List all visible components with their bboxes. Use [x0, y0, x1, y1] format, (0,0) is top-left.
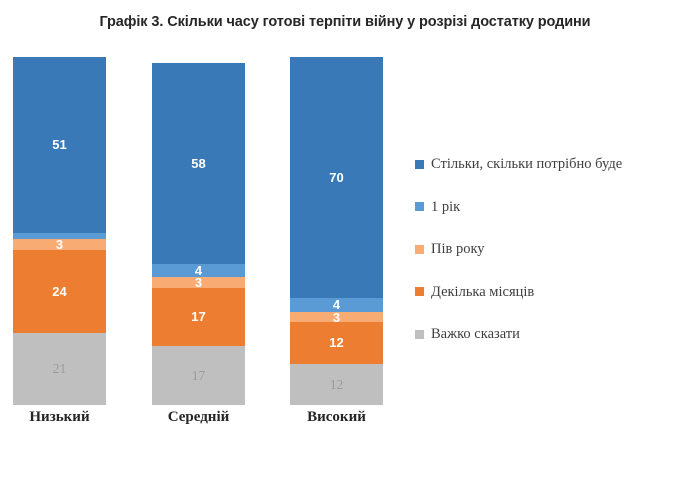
legend-item[interactable]: 1 рік [415, 186, 685, 229]
bar-segment[interactable]: 12 [290, 363, 383, 405]
bar-segment[interactable]: 21 [13, 332, 106, 405]
legend-item-label: Декілька місяців [431, 283, 535, 300]
bar-stack: 51 3 24 21 [13, 56, 106, 405]
bar-segment[interactable]: 4 [290, 298, 383, 312]
bar-segment-value-label: 17 [191, 309, 206, 325]
legend-color-swatch-icon [415, 159, 424, 169]
bar-segment[interactable]: 58 [152, 63, 245, 264]
bar-segment[interactable]: 3 [290, 309, 383, 325]
category-axis-label: Високий [307, 409, 366, 425]
legend-color-swatch-icon [415, 287, 424, 297]
bar-group: 70 4 3 12 12 Високий [290, 56, 383, 425]
bar-segment-value-label: 4 [332, 297, 341, 313]
bar-segment-value-label: 24 [52, 283, 67, 299]
bar-segment-value-label: 3 [194, 275, 203, 290]
bar-segment[interactable]: 3 [152, 275, 245, 290]
bar-group: 58 4 3 17 17 Середній [152, 60, 245, 425]
legend-item-label: 1 рік [431, 198, 461, 215]
bar-stack: 58 4 3 17 17 [152, 63, 245, 405]
bar-segment-value-label: 70 [329, 169, 344, 185]
legend-item[interactable]: Важко сказати [415, 313, 685, 356]
category-axis-label: Низький [29, 409, 90, 425]
bar-segment-value-label: 12 [329, 335, 344, 351]
bar-segment-value-label: 58 [191, 155, 206, 171]
bar-segment[interactable]: 24 [13, 249, 106, 333]
plot-area: 51 3 24 21 Низький 58 4 3 17 17 Середній 70 4 3 12 12 Ви… [0, 56, 405, 425]
bar-segment-value-label: 3 [55, 237, 64, 253]
bar-segment-value-label: 12 [329, 376, 344, 392]
chart-legend: Стільки, скільки потрібно буде 1 рік Пів р… [415, 143, 685, 356]
bar-segment-value-label: 17 [191, 367, 206, 383]
bar-segment-value-label: 4 [194, 262, 203, 278]
bar-segment[interactable]: 12 [290, 322, 383, 364]
legend-color-swatch-icon [415, 329, 424, 339]
legend-item-label: Стільки, скільки потрібно буде [431, 156, 623, 172]
bar-segment-value-label: 51 [52, 137, 67, 153]
bar-segment[interactable] [13, 232, 106, 240]
legend-item-label: Важко сказати [431, 326, 520, 342]
legend-color-swatch-icon [415, 244, 424, 254]
legend-item[interactable]: Стільки, скільки потрібно буде [415, 143, 685, 186]
bar-segment-value-label: 3 [332, 309, 341, 325]
bar-segment[interactable]: 17 [152, 346, 245, 405]
bar-segment[interactable]: 70 [290, 56, 383, 299]
legend-item[interactable]: Пів року [415, 228, 685, 271]
bar-segment-value-label: 21 [52, 361, 67, 376]
legend-color-swatch-icon [415, 202, 424, 212]
chart-title: Графік 3. Скільки часу готові терпіти ві… [99, 14, 591, 30]
legend-item[interactable]: Декілька місяців [415, 271, 685, 314]
legend-item-label: Пів року [431, 241, 485, 257]
bar-segment[interactable]: 51 [13, 56, 106, 233]
category-axis-label: Середній [167, 409, 230, 425]
bar-segment[interactable]: 17 [152, 287, 245, 347]
bar-segment[interactable]: 4 [152, 262, 245, 278]
bar-group: 51 3 24 21 Низький [13, 56, 106, 425]
bar-segment[interactable]: 3 [13, 237, 106, 253]
bar-stack: 70 4 3 12 12 [290, 56, 383, 405]
